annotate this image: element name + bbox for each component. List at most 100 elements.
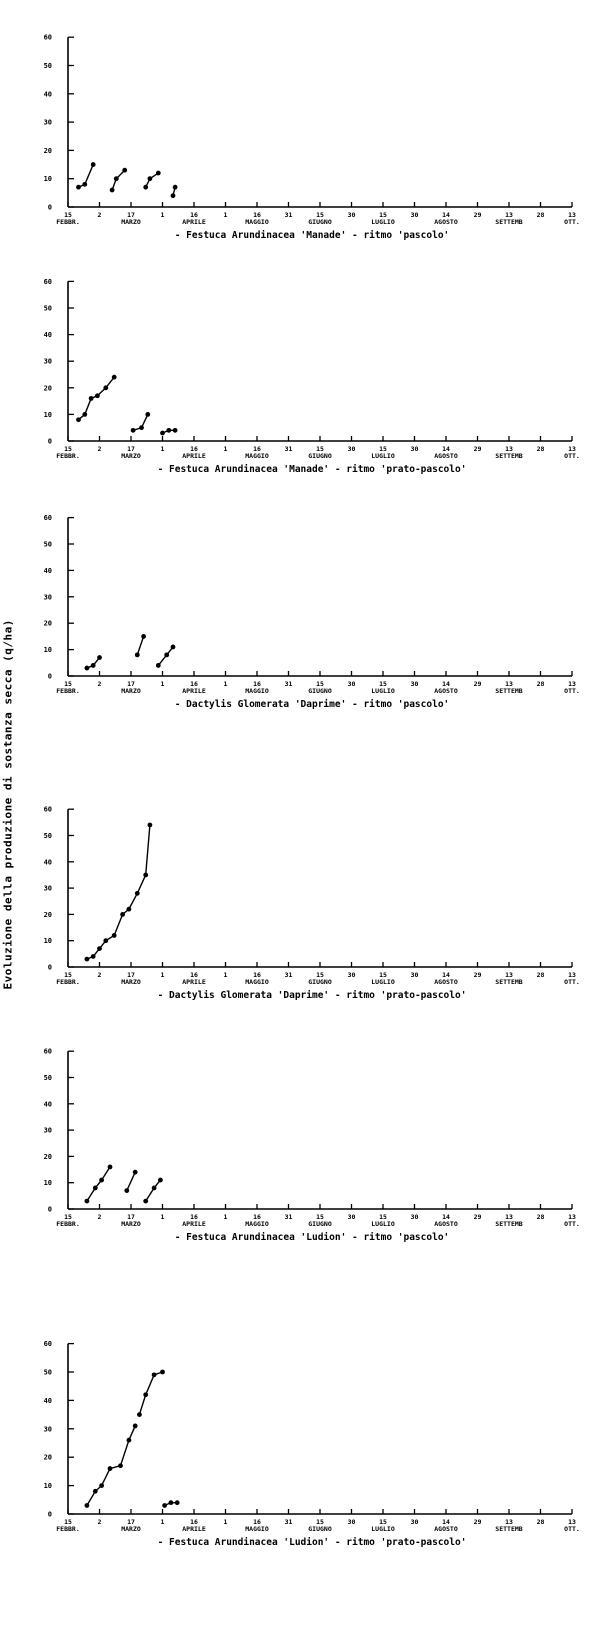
x-tick-day-label: 2 xyxy=(98,680,102,688)
x-tick-day-label: 13 xyxy=(505,971,513,979)
x-tick-month-label: AGOSTO xyxy=(434,218,458,226)
data-point xyxy=(132,1169,138,1175)
y-tick-label: 60 xyxy=(44,1340,52,1348)
x-tick-day-label: 15 xyxy=(379,445,387,453)
y-tick-label: 10 xyxy=(44,1179,52,1187)
x-tick-month-label: APRILE xyxy=(182,1220,206,1228)
y-tick-label: 20 xyxy=(44,1153,52,1161)
y-tick-label: 50 xyxy=(44,1369,52,1377)
data-point xyxy=(82,412,88,417)
x-tick-day-label: 17 xyxy=(127,445,135,453)
y-tick-label: 40 xyxy=(44,1397,52,1405)
data-point xyxy=(107,1164,113,1170)
y-tick-label: 20 xyxy=(44,620,52,628)
x-tick-day-label: 30 xyxy=(348,680,356,688)
data-point xyxy=(145,412,151,417)
data-point xyxy=(130,427,136,433)
x-tick-day-label: 16 xyxy=(253,1518,261,1526)
x-tick-day-label: 31 xyxy=(285,445,293,453)
x-tick-day-label: 16 xyxy=(190,445,198,453)
y-tick-label: 60 xyxy=(44,514,52,522)
x-tick-day-label: 2 xyxy=(98,1213,102,1221)
x-tick-month-label: GIUGNO xyxy=(308,978,332,986)
x-tick-month-label: MARZO xyxy=(121,1220,141,1228)
x-tick-month-label: LUGLIO xyxy=(371,1525,395,1533)
data-point xyxy=(158,1177,163,1183)
x-tick-month-label: FEBBR. xyxy=(56,1220,79,1228)
data-point xyxy=(82,181,88,187)
data-point xyxy=(111,374,117,380)
x-tick-day-label: 28 xyxy=(537,445,545,453)
x-tick-day-label: 15 xyxy=(316,1213,324,1221)
y-tick-label: 20 xyxy=(44,147,52,155)
x-tick-day-label: 17 xyxy=(127,680,135,688)
data-point xyxy=(143,184,149,190)
x-tick-day-label: 14 xyxy=(442,445,450,453)
data-point xyxy=(120,912,125,917)
x-tick-day-label: 15 xyxy=(316,971,324,979)
series-line xyxy=(145,1179,161,1202)
x-tick-day-label: 13 xyxy=(568,1213,576,1221)
y-tick-label: 50 xyxy=(44,305,52,313)
y-tick-label: 60 xyxy=(44,278,52,286)
x-tick-day-label: 30 xyxy=(348,971,356,979)
series-line xyxy=(145,172,159,188)
x-tick-day-label: 31 xyxy=(285,211,293,219)
data-point xyxy=(143,872,149,878)
data-point xyxy=(174,1500,180,1506)
x-tick-day-label: 29 xyxy=(474,971,482,979)
data-point xyxy=(109,187,115,193)
data-point xyxy=(160,430,165,436)
y-tick-label: 40 xyxy=(44,1100,52,1108)
x-tick-month-label: APRILE xyxy=(182,1525,206,1533)
x-tick-day-label: 2 xyxy=(98,971,102,979)
x-tick-month-label: LUGLIO xyxy=(371,452,395,460)
x-tick-day-label: 15 xyxy=(379,680,387,688)
x-tick-day-label: 16 xyxy=(190,971,198,979)
data-point xyxy=(92,1185,98,1191)
x-tick-day-label: 15 xyxy=(316,211,324,219)
y-tick-label: 10 xyxy=(44,411,52,419)
x-tick-day-label: 16 xyxy=(253,445,261,453)
x-tick-day-label: 14 xyxy=(442,680,450,688)
x-tick-day-label: 15 xyxy=(379,1213,387,1221)
x-tick-month-label: GIUGNO xyxy=(308,1220,332,1228)
x-tick-month-label: AGOSTO xyxy=(434,1525,458,1533)
x-tick-month-label: MARZO xyxy=(121,978,141,986)
x-tick-month-label: AGOSTO xyxy=(434,452,458,460)
series-line xyxy=(86,1425,136,1506)
data-point xyxy=(147,176,153,182)
x-tick-day-label: 30 xyxy=(348,1518,356,1526)
x-tick-day-label: 14 xyxy=(442,211,450,219)
y-tick-label: 10 xyxy=(44,937,52,945)
y-tick-label: 10 xyxy=(44,175,52,183)
y-tick-label: 50 xyxy=(44,1074,52,1082)
chart-title: - Festuca Arundinacea 'Manade' - ritmo '… xyxy=(158,464,467,475)
data-point xyxy=(76,184,81,190)
x-tick-day-label: 31 xyxy=(285,680,293,688)
x-tick-day-label: 13 xyxy=(505,445,513,453)
data-point xyxy=(170,644,176,650)
y-tick-label: 30 xyxy=(44,119,52,127)
x-tick-day-label: 17 xyxy=(127,971,135,979)
x-tick-day-label: 14 xyxy=(442,1518,450,1526)
y-tick-label: 10 xyxy=(44,646,52,654)
x-tick-month-label: APRILE xyxy=(182,687,206,695)
x-tick-month-label: SETTEMB xyxy=(495,978,522,986)
data-point xyxy=(166,427,172,433)
series-line xyxy=(136,636,145,656)
data-point xyxy=(122,167,128,173)
data-point xyxy=(151,1185,157,1191)
y-tick-label: 60 xyxy=(44,34,52,42)
x-tick-day-label: 28 xyxy=(537,211,545,219)
y-tick-label: 30 xyxy=(44,358,52,366)
data-point xyxy=(134,890,140,896)
data-point xyxy=(84,1198,90,1204)
x-tick-day-label: 29 xyxy=(474,211,482,219)
x-tick-month-label: LUGLIO xyxy=(371,978,395,986)
data-point xyxy=(126,906,132,912)
x-tick-month-label: MAGGIO xyxy=(245,687,269,695)
